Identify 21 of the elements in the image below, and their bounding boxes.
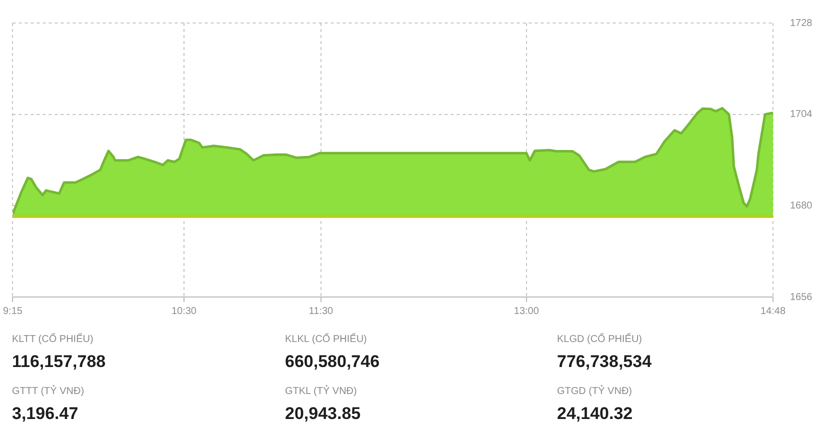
text: KLKL (CỔ PHIẾU): [285, 334, 368, 346]
text: 660,580,746: [285, 352, 381, 372]
x-tick-label: 13:00: [514, 306, 540, 317]
text: KLGD (CỔ PHIẾU): [557, 334, 644, 346]
text: 20,943.85: [285, 404, 362, 424]
y-tick-label: 1704: [790, 109, 813, 120]
text: GTTT (TỶ VNĐ): [12, 386, 86, 398]
x-tick-label: 9:15: [2, 306, 23, 317]
y-tick-label: 1680: [790, 200, 813, 212]
text: 116,157,788: [12, 352, 107, 372]
y-tick-label: 1728: [790, 18, 813, 29]
text: GTGD (TỶ VNĐ): [557, 386, 633, 398]
text: GTKL (TỶ VNĐ): [285, 386, 358, 398]
text: 24,140.32: [557, 404, 634, 424]
x-tick-label: 11:30: [308, 306, 334, 317]
text: KLTT (CỔ PHIẾU): [12, 334, 94, 346]
y-tick-label: 1656: [790, 292, 813, 303]
text: 3,196.47: [12, 404, 80, 424]
x-tick-label: 10:30: [171, 306, 197, 317]
x-tick-label: 14:48: [760, 306, 786, 317]
text: 776,738,534: [557, 352, 653, 372]
